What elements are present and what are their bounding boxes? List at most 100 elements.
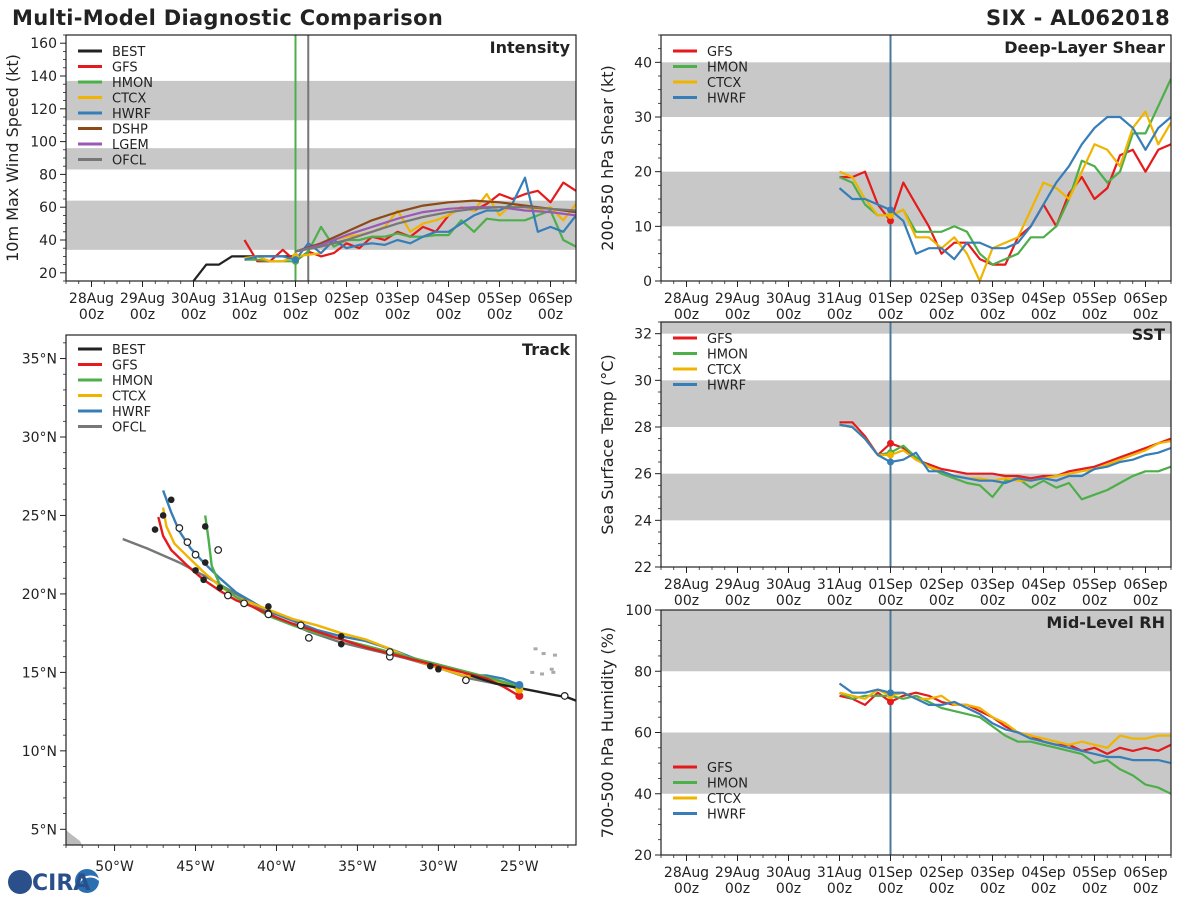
track-group — [66, 489, 576, 845]
series-line-hmon — [839, 691, 1171, 795]
y-tick-label: 40 — [634, 787, 652, 803]
x-tick-label-date: 31Aug — [817, 865, 862, 881]
y-tick-label: 160 — [30, 36, 57, 52]
legend-label-hmon: HMON — [707, 777, 748, 792]
x-tick-label-date: 29Aug — [120, 291, 165, 307]
x-tick-label: 30°W — [419, 859, 458, 875]
cape-verde-island — [541, 652, 546, 656]
x-tick-label-date: 28Aug — [69, 291, 114, 307]
y-tick-label: 32 — [634, 327, 652, 343]
track-point-hollow — [296, 621, 305, 630]
threshold-band — [661, 473, 1171, 521]
series-line-gfs — [839, 143, 1171, 266]
y-tick-label: 10 — [634, 219, 652, 235]
x-tick-label-hour: 00z — [929, 307, 954, 323]
x-tick-label-hour: 00z — [725, 307, 750, 323]
x-tick-label-hour: 00z — [1082, 881, 1107, 897]
init-point-hwrf — [292, 256, 299, 264]
x-tick-label-date: 03Sep — [970, 865, 1014, 881]
track-point-hollow — [224, 591, 232, 600]
y-tick-label: 15°N — [22, 665, 57, 681]
y-axis-label: 200-850 hPa Shear (kt) — [598, 65, 617, 251]
y-tick-label: 80 — [39, 167, 57, 183]
cape-verde-island — [533, 647, 538, 651]
panel-title: Mid-Level RH — [1046, 613, 1165, 632]
x-tick-label-date: 28Aug — [664, 577, 709, 593]
panel-title: Track — [522, 340, 570, 359]
x-tick-label: 45°W — [176, 859, 215, 875]
track-point-hollow — [183, 538, 192, 547]
y-tick-label: 10°N — [22, 744, 57, 760]
legend-label-gfs: GFS — [707, 332, 733, 347]
series-line-hmon — [244, 209, 576, 263]
x-tick-label-date: 03Sep — [375, 291, 419, 307]
legend-label-ctcx: CTCX — [707, 76, 741, 91]
legend-label-hmon: HMON — [112, 374, 153, 389]
track-point-hollow — [462, 676, 470, 685]
x-tick-label-date: 28Aug — [664, 291, 709, 307]
y-tick-label: 35°N — [22, 352, 57, 368]
page-title: Multi-Model Diagnostic Comparison — [12, 6, 444, 30]
x-tick-label-hour: 00z — [725, 593, 750, 609]
y-tick-label: 30 — [634, 373, 652, 389]
series-line-ctcx — [839, 688, 1171, 749]
track-point-filled — [201, 559, 209, 566]
globe-icon — [8, 870, 32, 894]
legend-label-hwrf: HWRF — [707, 379, 746, 394]
x-tick-label-date: 29Aug — [715, 865, 760, 881]
track-line-ctcx — [161, 507, 520, 691]
legend-label-ctcx: CTCX — [707, 792, 741, 807]
x-tick-label-hour: 00z — [1082, 307, 1107, 323]
track-start-gfs — [515, 691, 524, 700]
x-tick-label: 25°W — [500, 859, 539, 875]
cira-logo: CIRA — [4, 866, 114, 902]
x-tick-label-hour: 00z — [181, 307, 206, 323]
x-tick-label: 50°W — [95, 859, 134, 875]
x-tick-label-hour: 00z — [487, 307, 512, 323]
series-line-hmon — [839, 423, 1171, 501]
track-point-filled — [192, 567, 199, 574]
x-tick-label-hour: 00z — [980, 593, 1005, 609]
x-tick-label-hour: 00z — [130, 307, 155, 323]
x-tick-label-date: 05Sep — [477, 291, 521, 307]
track-point-hollow — [214, 546, 223, 554]
x-tick-label-date: 03Sep — [970, 577, 1014, 593]
legend-label-hwrf: HWRF — [707, 92, 746, 107]
y-tick-label: 100 — [30, 135, 57, 151]
x-tick-label-hour: 00z — [232, 307, 257, 323]
x-tick-label-hour: 00z — [1031, 307, 1056, 323]
logo-text: CIRA — [32, 871, 90, 896]
legend-label-ctcx: CTCX — [707, 363, 741, 378]
x-tick-label-hour: 00z — [776, 881, 801, 897]
track-point-hollow — [175, 524, 184, 532]
x-tick-label-date: 04Sep — [426, 291, 470, 307]
legend-label-hmon: HMON — [707, 61, 748, 76]
x-tick-label-date: 01Sep — [868, 865, 912, 881]
series-line-dshp — [295, 199, 576, 253]
y-tick-label: 0 — [643, 274, 652, 290]
threshold-band — [661, 322, 1171, 334]
init-point-gfs — [887, 217, 894, 225]
x-tick-label-hour: 00z — [283, 307, 308, 323]
cape-verde-island — [540, 672, 544, 676]
y-tick-label: 26 — [634, 467, 652, 483]
x-tick-label-hour: 00z — [776, 307, 801, 323]
init-point-hwrf — [887, 689, 894, 697]
x-tick-label-hour: 00z — [674, 307, 699, 323]
y-tick-label: 40 — [39, 233, 57, 249]
sst-chart: 22242628303228Aug00z29Aug00z30Aug00z31Au… — [598, 321, 1172, 609]
track-point-filled — [426, 662, 434, 670]
track-start-hwrf — [515, 680, 524, 689]
track-point-filled — [265, 603, 272, 610]
y-tick-label: 100 — [625, 603, 652, 619]
x-tick-label-hour: 00z — [436, 307, 461, 323]
y-tick-label: 20 — [634, 848, 652, 864]
x-tick-label-date: 04Sep — [1021, 291, 1065, 307]
plot-frame — [65, 334, 577, 846]
legend-label-hwrf: HWRF — [707, 808, 746, 823]
legend-label-ctcx: CTCX — [112, 92, 146, 107]
x-tick-label-date: 01Sep — [868, 291, 912, 307]
x-tick-label-date: 31Aug — [817, 577, 862, 593]
threshold-band — [661, 380, 1171, 427]
